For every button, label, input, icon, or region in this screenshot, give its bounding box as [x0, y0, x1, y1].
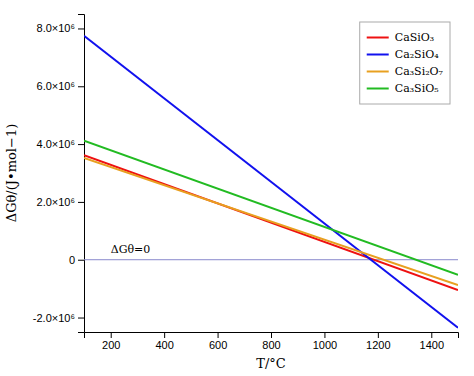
- x-tick: 200: [102, 332, 120, 351]
- x-tick: 800: [262, 332, 280, 351]
- x-tick: 1000: [313, 332, 337, 351]
- x-tick-label: 1000: [313, 339, 337, 351]
- legend-swatch: [367, 37, 389, 39]
- y-tick-mark: [78, 28, 84, 29]
- series-line: [84, 155, 458, 290]
- x-tick-mark: [378, 332, 379, 338]
- y-axis-line: [78, 15, 85, 333]
- x-tick-label: 1200: [366, 339, 390, 351]
- y-tick-mark: [78, 86, 84, 87]
- legend: CaSiO₃ Ca₂SiO₄ Ca₃Si₂O₇ Ca₃SiO₅: [360, 22, 450, 104]
- y-axis: -2.0×10⁶ 0 2.0×10⁶ 4.0×10⁶ 6.0×10⁶ 8.0×10⁶: [33, 15, 85, 333]
- legend-swatch: [367, 54, 389, 56]
- legend-label: Ca₃SiO₅: [395, 82, 439, 95]
- x-axis: 200 400 600 800 1000 1200 1400: [85, 332, 459, 351]
- x-axis-title: T/°C: [256, 356, 286, 371]
- legend-label: CaSiO₃: [395, 31, 434, 44]
- legend-box: [360, 22, 450, 104]
- y-axis-title: ΔGθ/(J•mol−1): [4, 124, 19, 222]
- x-tick-label: 800: [262, 339, 280, 351]
- x-tick: 600: [209, 332, 227, 351]
- reference-line: [84, 259, 458, 260]
- x-tick: 1200: [366, 332, 390, 351]
- x-tick: 1400: [420, 332, 444, 351]
- series-line: [84, 158, 458, 285]
- x-tick-label: 1400: [420, 339, 444, 351]
- y-tick-label: 8.0×10⁶: [37, 22, 75, 34]
- y-tick: 0: [69, 254, 84, 266]
- x-tick-label: 200: [102, 339, 120, 351]
- x-tick: 400: [155, 332, 173, 351]
- y-tick-mark: [78, 260, 84, 261]
- annotation: ΔGθ=0: [111, 243, 151, 256]
- y-tick-label: -2.0×10⁶: [33, 312, 75, 324]
- y-tick-mark: [78, 318, 84, 319]
- y-tick-label: 4.0×10⁶: [37, 138, 75, 150]
- plot-area: 200 400 600 800 1000 1200 1400 -2.0×10⁶ 0 2.0×10⁶…: [33, 15, 459, 351]
- x-tick-mark: [164, 332, 165, 338]
- y-tick-mark: [78, 202, 84, 203]
- y-tick: 2.0×10⁶: [37, 196, 84, 208]
- x-axis-line: [85, 333, 459, 339]
- x-tick-mark: [111, 332, 112, 338]
- legend-label: Ca₃Si₂O₇: [395, 65, 444, 78]
- y-tick-label: 0: [69, 254, 75, 266]
- x-tick-label: 600: [209, 339, 227, 351]
- x-tick-mark: [218, 332, 219, 338]
- y-tick-label: 2.0×10⁶: [37, 196, 75, 208]
- x-tick-mark: [324, 332, 325, 338]
- x-tick-mark: [431, 332, 432, 338]
- x-tick-label: 400: [155, 339, 173, 351]
- legend-swatch: [367, 71, 389, 73]
- x-tick-mark: [271, 332, 272, 338]
- legend-label: Ca₂SiO₄: [395, 48, 439, 61]
- y-tick: -2.0×10⁶: [33, 312, 84, 324]
- legend-swatch: [367, 88, 389, 90]
- y-tick-mark: [78, 144, 84, 145]
- y-tick: 8.0×10⁶: [37, 22, 84, 34]
- y-tick: 4.0×10⁶: [37, 138, 84, 150]
- series-line: [84, 141, 458, 275]
- y-tick-label: 6.0×10⁶: [37, 80, 75, 92]
- y-tick: 6.0×10⁶: [37, 80, 84, 92]
- chart: 200 400 600 800 1000 1200 1400 -2.0×10⁶ 0 2.0×10⁶…: [0, 0, 474, 376]
